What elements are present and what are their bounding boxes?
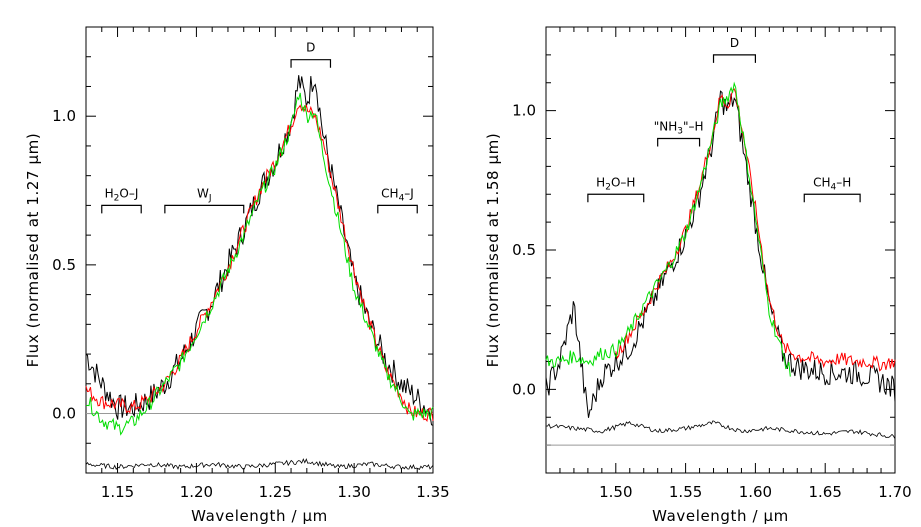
x-tick-label: 1.35 bbox=[416, 483, 449, 501]
y-tick-label: 1.0 bbox=[512, 102, 536, 120]
x-tick-label: 1.25 bbox=[259, 483, 292, 501]
band-label: "NH3"–H bbox=[654, 120, 704, 137]
band-bracket bbox=[377, 204, 418, 214]
series-green bbox=[85, 92, 434, 436]
y-tick-label: 0.5 bbox=[512, 241, 536, 259]
y-axis-label: Flux (normalised at 1.58 μm) bbox=[484, 133, 502, 368]
band-label: CH4–J bbox=[381, 186, 414, 203]
band-label: D bbox=[730, 36, 739, 50]
series-green bbox=[545, 81, 791, 377]
band-label: WJ bbox=[197, 186, 212, 203]
plot-frame bbox=[85, 26, 434, 474]
x-tick-label: 1.15 bbox=[101, 483, 134, 501]
y-tick-label: 0.5 bbox=[52, 256, 76, 274]
x-tick-label: 1.60 bbox=[739, 483, 772, 501]
x-axis-label: Wavelength / μm bbox=[652, 507, 789, 525]
y-tick-label: 0.0 bbox=[52, 405, 76, 423]
x-tick-label: 1.70 bbox=[878, 483, 911, 501]
band-bracket bbox=[290, 59, 332, 68]
x-tick-label: 1.50 bbox=[599, 483, 632, 501]
x-axis-label: Wavelength / μm bbox=[191, 507, 328, 525]
x-tick-label: 1.65 bbox=[808, 483, 841, 501]
band-label: CH4–H bbox=[813, 175, 851, 192]
series-black bbox=[85, 75, 434, 426]
band-bracket bbox=[587, 193, 645, 203]
y-tick-label: 1.0 bbox=[52, 107, 76, 125]
band-label: H2O–J bbox=[105, 186, 139, 203]
band-bracket bbox=[164, 204, 245, 214]
band-bracket bbox=[657, 137, 701, 147]
band-bracket bbox=[712, 54, 756, 63]
band-bracket bbox=[101, 204, 142, 214]
y-axis-label: Flux (normalised at 1.27 μm) bbox=[24, 133, 42, 368]
band-label: D bbox=[306, 41, 315, 55]
band-bracket bbox=[803, 193, 861, 203]
x-tick-label: 1.30 bbox=[337, 483, 370, 501]
x-tick-label: 1.20 bbox=[180, 483, 213, 501]
series-black bbox=[545, 90, 896, 418]
series-red bbox=[85, 104, 434, 422]
series-residual bbox=[545, 420, 896, 439]
x-tick-label: 1.55 bbox=[669, 483, 702, 501]
y-tick-label: 0.0 bbox=[512, 380, 536, 398]
left-panel: 1.15 1.20 1.25 1.30 1.35 0.0 0.5 1.0 Wavelength … bbox=[24, 26, 450, 525]
band-label: H2O–H bbox=[596, 175, 635, 192]
series-residual bbox=[85, 458, 434, 471]
right-panel: 1.50 1.55 1.60 1.65 1.70 0.0 0.5 1.0 Wavelength … bbox=[484, 26, 912, 525]
